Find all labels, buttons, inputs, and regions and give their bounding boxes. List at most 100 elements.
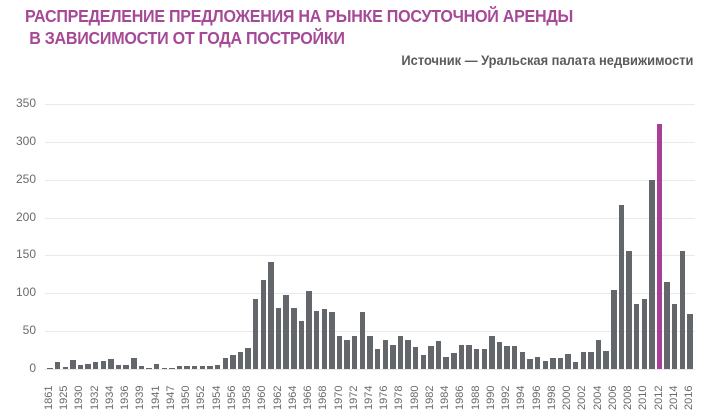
gridline: [45, 331, 695, 333]
bar: [496, 341, 503, 369]
x-tick-label: 1976: [378, 385, 391, 410]
x-tick-label: 1964: [286, 385, 299, 410]
bar: [595, 340, 602, 369]
gridline: [45, 141, 695, 143]
x-tick-label: 1962: [271, 385, 284, 410]
source-note: Источник — Уральская палата недвижимости: [400, 52, 693, 68]
bar: [405, 340, 411, 369]
bar: [489, 335, 495, 369]
bar: [184, 365, 190, 369]
bar: [214, 365, 221, 369]
bar: [54, 362, 61, 369]
bar: [573, 362, 579, 369]
bar: [534, 356, 541, 369]
x-tick-label: 2010: [637, 385, 650, 410]
x-tick-label: 1990: [484, 385, 497, 410]
x-tick-label: 1980: [408, 385, 421, 410]
x-tick-label: 1936: [119, 385, 132, 410]
bar: [153, 363, 160, 369]
bar: [192, 365, 198, 369]
bar: [451, 353, 457, 369]
bar: [603, 350, 609, 369]
x-tick-label: 2004: [591, 385, 604, 410]
bar: [336, 336, 343, 369]
y-tick-label: 100: [15, 285, 36, 300]
bar: [199, 365, 206, 369]
bar: [176, 365, 183, 369]
x-tick-label: 1958: [241, 385, 254, 410]
y-tick-label: 150: [15, 247, 36, 262]
bar: [115, 365, 122, 369]
bar: [481, 349, 487, 369]
bar: [100, 361, 107, 369]
gridline: [45, 217, 695, 219]
bar: [672, 303, 678, 369]
bar: [641, 298, 647, 369]
bar: [237, 352, 244, 369]
bar: [397, 336, 404, 369]
bar: [352, 336, 358, 369]
bar: [207, 365, 213, 369]
x-tick-label: 1925: [58, 385, 71, 410]
bar: [557, 358, 564, 369]
bar: [565, 353, 571, 369]
bar: [123, 365, 129, 369]
bar: [47, 368, 53, 370]
bar: [275, 307, 282, 369]
x-tick-label: 1960: [256, 385, 269, 410]
bar: [146, 368, 152, 370]
bar: [527, 359, 533, 369]
bar: [466, 344, 472, 369]
bar: [70, 359, 76, 369]
x-tick-label: 1998: [545, 385, 558, 410]
bar: [413, 347, 419, 369]
y-tick-label: 50: [22, 323, 36, 338]
bar: [138, 365, 145, 369]
bar: [611, 289, 617, 369]
x-tick-label: 1947: [164, 385, 177, 410]
bar: [222, 357, 228, 369]
bar: [626, 250, 632, 369]
x-tick-label: 2006: [606, 385, 619, 410]
x-tick-label: 1982: [423, 385, 436, 410]
bar: [580, 351, 587, 369]
x-tick-label: 1966: [302, 385, 315, 410]
bar: [268, 262, 274, 369]
bar: [664, 281, 670, 369]
x-tick-label: 2002: [576, 385, 589, 410]
x-tick-label: 1930: [73, 385, 86, 410]
bar: [298, 320, 305, 369]
bar: [77, 365, 84, 369]
bar: [93, 362, 99, 369]
bar: [512, 345, 518, 369]
x-tick-label: 1988: [469, 385, 482, 410]
bar: [656, 123, 663, 369]
bar: [230, 355, 236, 369]
y-tick-label: 300: [15, 133, 36, 148]
x-tick-label: 1934: [103, 385, 116, 410]
bar: [367, 335, 373, 369]
bar: [687, 314, 693, 369]
bar: [504, 345, 510, 369]
x-tick-label: 1956: [225, 385, 238, 410]
x-tick-label: 1992: [500, 385, 513, 410]
bar: [245, 347, 251, 369]
gridline: [45, 179, 695, 181]
bar: [428, 345, 434, 369]
bar: [161, 368, 167, 370]
bar: [390, 344, 396, 369]
bar: [519, 352, 526, 369]
bar: [443, 356, 449, 369]
gridline: [45, 255, 695, 257]
x-tick-label: 2012: [652, 385, 665, 410]
x-tick-label: 1996: [530, 385, 543, 410]
gridline: [45, 293, 695, 295]
bar: [550, 357, 556, 369]
x-tick-label: 1861: [43, 385, 55, 410]
bar: [321, 309, 327, 369]
x-tick-label: 1950: [180, 385, 193, 410]
bar: [679, 250, 686, 369]
x-tick-label: 1968: [317, 385, 330, 410]
gridline: [45, 104, 695, 105]
x-tick-label: 2008: [622, 385, 635, 410]
